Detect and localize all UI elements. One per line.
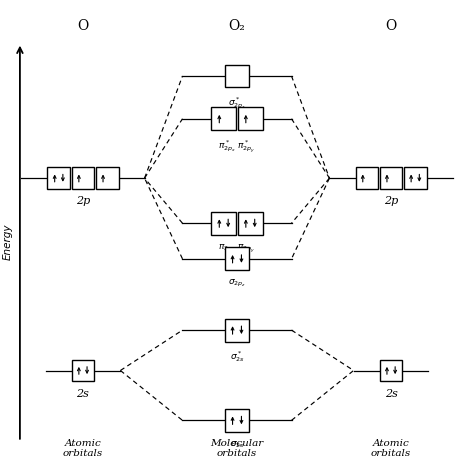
Text: Atomic
orbitals: Atomic orbitals [371,439,411,458]
Bar [356,167,378,189]
Bar [47,167,70,189]
Text: $\pi_{2p_x}\ \pi_{2p_y}$: $\pi_{2p_x}\ \pi_{2p_y}$ [218,242,256,255]
Text: 2p: 2p [384,196,398,206]
Bar [72,167,94,189]
Text: $\sigma^*_{2p_z}$: $\sigma^*_{2p_z}$ [228,95,246,111]
Bar [96,167,118,189]
Text: Energy: Energy [3,224,13,260]
Text: $\sigma_{2p_z}$: $\sigma_{2p_z}$ [228,278,246,289]
Bar [72,360,94,381]
Bar [238,212,263,235]
Text: $\sigma^*_{2s}$: $\sigma^*_{2s}$ [229,349,245,364]
Bar [225,65,249,87]
Bar [404,167,427,189]
Text: O₂: O₂ [228,19,246,33]
Bar [211,107,236,130]
Bar [225,319,249,342]
Text: Molecular
orbitals: Molecular orbitals [210,439,264,458]
Text: Atomic
orbitals: Atomic orbitals [63,439,103,458]
Text: 2s: 2s [76,389,90,399]
Text: 2s: 2s [384,389,398,399]
Text: 2p: 2p [76,196,90,206]
Bar [211,212,236,235]
Text: $\pi^*_{2p_x}\ \pi^*_{2p_y}$: $\pi^*_{2p_x}\ \pi^*_{2p_y}$ [218,138,256,155]
Text: $\sigma_{2s}$: $\sigma_{2s}$ [229,439,245,450]
Bar [225,409,249,432]
Text: O: O [385,19,397,33]
Bar [225,247,249,270]
Bar [238,107,263,130]
Bar [380,360,402,381]
Bar [380,167,402,189]
Text: O: O [77,19,89,33]
